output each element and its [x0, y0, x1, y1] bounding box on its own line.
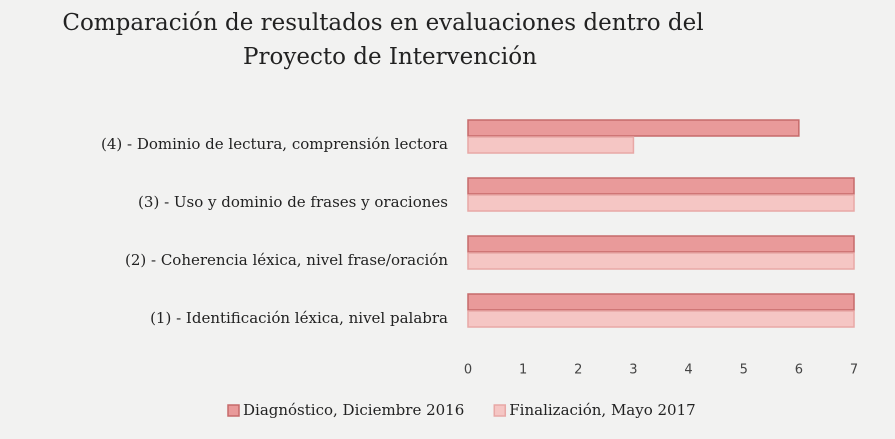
x-tick-label: 7 [850, 363, 858, 378]
y-tick-label: (4) - Dominio de lectura, comprensión le… [101, 135, 448, 153]
x-tick-label: 3 [629, 363, 637, 378]
bar [467, 293, 855, 311]
bar [467, 235, 855, 253]
chart-title: Proyecto de Intervención [243, 44, 537, 70]
x-tick-label: 4 [684, 363, 692, 378]
bar [467, 136, 635, 154]
bar [467, 119, 800, 137]
bar [467, 310, 855, 328]
bar [467, 252, 855, 270]
x-tick-label: 1 [519, 363, 527, 378]
bar [467, 177, 855, 195]
x-tick-label: 0 [464, 363, 472, 378]
x-tick-label: 5 [740, 363, 748, 378]
y-tick-label: (1) - Identificación léxica, nivel palab… [150, 309, 448, 327]
y-tick-label: (3) - Uso y dominio de frases y oracione… [138, 193, 448, 211]
x-tick-label: 2 [574, 363, 582, 378]
legend-label: Diagnóstico, Diciembre 2016 [243, 401, 464, 419]
bar [467, 194, 855, 212]
chart-title: Comparación de resultados en evaluacione… [62, 10, 703, 36]
y-tick-label: (2) - Coherencia léxica, nivel frase/ora… [125, 251, 448, 269]
legend-swatch [227, 404, 240, 417]
legend-label: Finalización, Mayo 2017 [509, 401, 695, 419]
legend-swatch [493, 404, 507, 417]
x-tick-label: 6 [795, 363, 803, 378]
